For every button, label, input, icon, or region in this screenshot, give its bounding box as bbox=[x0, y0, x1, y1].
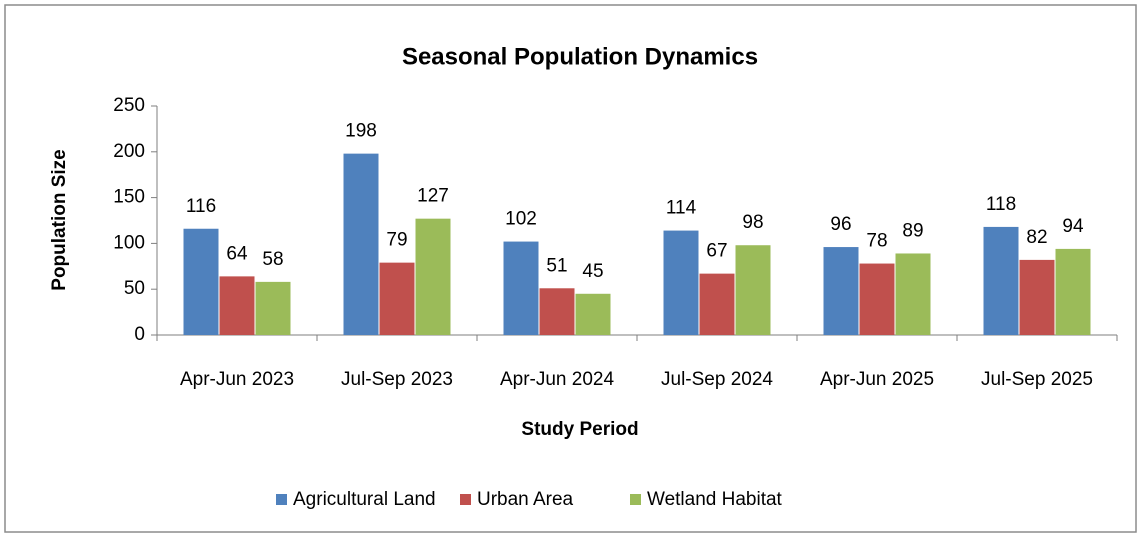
y-tick-label: 250 bbox=[113, 95, 145, 116]
legend-swatch bbox=[276, 494, 287, 505]
value-label: 58 bbox=[262, 249, 283, 270]
bar bbox=[343, 153, 379, 335]
value-label: 67 bbox=[706, 241, 727, 262]
value-label: 94 bbox=[1062, 216, 1084, 237]
y-tick-label: 50 bbox=[124, 278, 145, 299]
y-tick-label: 0 bbox=[134, 324, 145, 345]
chart-title: Seasonal Population Dynamics bbox=[402, 43, 758, 70]
bar bbox=[1019, 259, 1055, 335]
value-label: 118 bbox=[986, 194, 1016, 215]
y-axis-label: Population Size bbox=[49, 149, 70, 290]
x-tick-label: Jul-Sep 2024 bbox=[661, 369, 773, 390]
bar bbox=[219, 276, 255, 335]
bar bbox=[379, 262, 415, 335]
bar bbox=[183, 228, 219, 335]
value-label: 198 bbox=[345, 121, 377, 142]
legend-swatch bbox=[630, 494, 641, 505]
legend-label: Agricultural Land bbox=[293, 489, 436, 510]
y-tick-label: 200 bbox=[113, 141, 145, 162]
value-label: 79 bbox=[386, 230, 407, 251]
value-label: 64 bbox=[226, 243, 248, 264]
bar bbox=[415, 218, 451, 335]
bar bbox=[1055, 248, 1091, 335]
x-tick-label: Jul-Sep 2025 bbox=[981, 369, 1093, 390]
y-tick-label: 100 bbox=[113, 232, 145, 253]
value-label: 89 bbox=[902, 220, 923, 241]
bar bbox=[895, 253, 931, 335]
bar bbox=[983, 226, 1019, 335]
bar bbox=[255, 281, 291, 335]
legend-swatch bbox=[460, 494, 471, 505]
bar bbox=[823, 247, 859, 335]
x-tick-label: Jul-Sep 2023 bbox=[341, 369, 453, 390]
value-label: 116 bbox=[186, 196, 216, 217]
bar bbox=[503, 241, 539, 335]
value-label: 45 bbox=[582, 261, 603, 282]
value-label: 127 bbox=[417, 186, 449, 207]
value-label: 82 bbox=[1026, 227, 1047, 248]
value-label: 78 bbox=[866, 231, 887, 252]
value-label: 114 bbox=[666, 198, 697, 219]
y-tick-label: 150 bbox=[113, 187, 145, 208]
legend-label: Urban Area bbox=[477, 489, 574, 510]
legend-label: Wetland Habitat bbox=[647, 489, 783, 510]
bar bbox=[735, 245, 771, 335]
x-axis-label: Study Period bbox=[521, 419, 638, 440]
bar bbox=[663, 230, 699, 335]
chart-frame bbox=[4, 4, 1137, 533]
bar bbox=[575, 293, 611, 335]
bar bbox=[859, 263, 895, 335]
x-tick-label: Apr-Jun 2023 bbox=[180, 369, 294, 390]
bar bbox=[539, 288, 575, 335]
value-label: 98 bbox=[742, 212, 763, 233]
x-tick-label: Apr-Jun 2024 bbox=[500, 369, 615, 390]
value-label: 51 bbox=[546, 255, 567, 276]
bar bbox=[699, 273, 735, 335]
value-label: 96 bbox=[830, 214, 851, 235]
x-tick-label: Apr-Jun 2025 bbox=[820, 369, 934, 390]
value-label: 102 bbox=[505, 209, 537, 230]
